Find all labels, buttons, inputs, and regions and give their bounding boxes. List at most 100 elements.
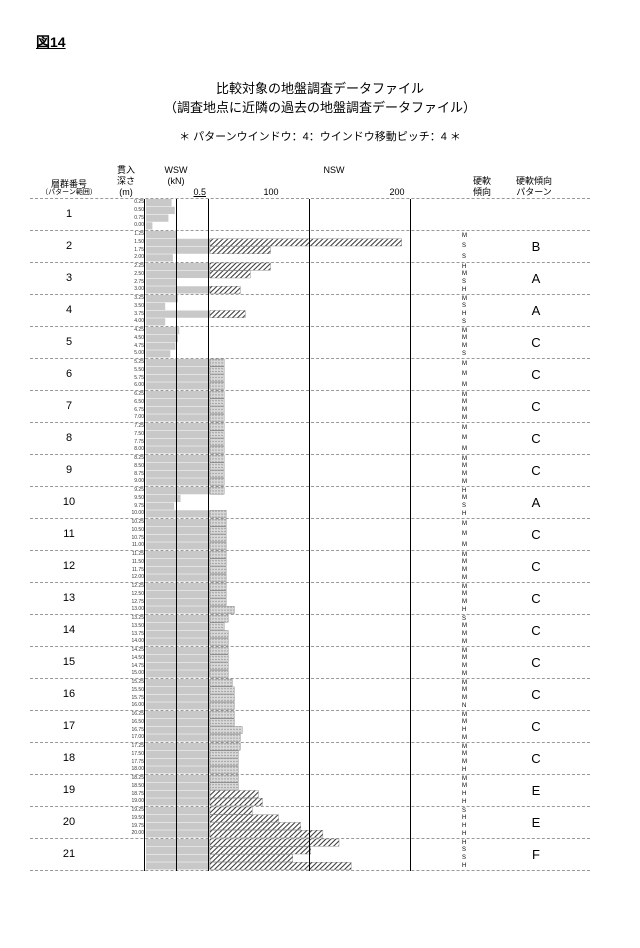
table-row: 32.252.502.753.00HMSHA xyxy=(30,263,590,295)
figure-number: 図14 xyxy=(36,32,604,52)
hdr-bars: WSW (kN) 0.5 NSW 100 200 xyxy=(144,165,460,197)
hdr-wsw-lbl: WSW xyxy=(144,165,208,176)
hdr-pattern: 硬軟傾向 パターン xyxy=(504,176,564,198)
window-note: ＊ パターンウインドウ：4：ウインドウ移動ピッチ：4 ＊ xyxy=(36,128,604,144)
pattern-cell: C xyxy=(506,743,566,774)
trend-cell: MMMH xyxy=(462,583,506,614)
hdr-group: 層群番号 （パターン範囲） xyxy=(30,179,108,198)
bars-cell xyxy=(146,423,462,454)
pattern-cell: C xyxy=(506,423,566,454)
pattern-cell: C xyxy=(506,391,566,422)
hdr-nsw-100: 100 xyxy=(263,187,278,198)
table-row: 1716.2516.5016.7517.00MMHMC xyxy=(30,711,590,743)
table-row: 1413.2513.5013.7514.00SMMMC xyxy=(30,615,590,647)
chart: 層群番号 （パターン範囲） 貫入 深さ (m) WSW (kN) 0.5 NSW… xyxy=(30,158,590,871)
group-cell: 18 xyxy=(30,743,108,774)
bars-cell xyxy=(146,807,462,838)
hdr-depth-l1: 貫入 xyxy=(108,165,144,176)
table-row: 21.251.501.752.00MSSB xyxy=(30,231,590,263)
depth-cell: 19.2519.5019.7520.00 xyxy=(108,807,146,838)
pattern-cell: C xyxy=(506,615,566,646)
depth-cell: 10.2510.5010.7511.00 xyxy=(108,519,146,550)
pattern-cell: A xyxy=(506,487,566,518)
depth-cell: 0.250.500.750.00 xyxy=(108,199,146,230)
hdr-trend-l1: 硬軟 xyxy=(460,176,504,187)
hdr-wsw-unit: (kN) xyxy=(144,176,208,187)
trend-cell: MMM xyxy=(462,519,506,550)
hdr-group-l1: 層群番号 xyxy=(30,179,108,190)
depth-cell: 14.2514.5014.7515.00 xyxy=(108,647,146,678)
table-row: 1514.2514.5014.7515.00MMMMC xyxy=(30,647,590,679)
hdr-group-l2: （パターン範囲） xyxy=(30,189,108,197)
pattern-cell: A xyxy=(506,295,566,326)
bars-cell xyxy=(146,551,462,582)
group-cell: 17 xyxy=(30,711,108,742)
table-row: 65.255.505.756.00MMMC xyxy=(30,359,590,391)
table-row: 87.257.507.758.00MMMC xyxy=(30,423,590,455)
depth-cell: 16.2516.5016.7517.00 xyxy=(108,711,146,742)
trend-cell: MMMN xyxy=(462,679,506,710)
bars-cell xyxy=(146,295,462,326)
bars-cell xyxy=(146,743,462,774)
table-row: 1615.2515.5015.7516.00MMMNC xyxy=(30,679,590,711)
hdr-nsw-200: 200 xyxy=(389,187,404,198)
trend-cell: SHHH xyxy=(462,807,506,838)
bars-cell xyxy=(146,615,462,646)
depth-cell: 1.251.501.752.00 xyxy=(108,231,146,262)
table-row: 1312.2512.5012.7513.00MMMHC xyxy=(30,583,590,615)
trend-cell: MSHS xyxy=(462,295,506,326)
bars-cell xyxy=(146,519,462,550)
title-line-1: 比較対象の地盤調査データファイル xyxy=(36,80,604,99)
hdr-pattern-l1: 硬軟傾向 xyxy=(504,176,564,187)
pattern-cell: E xyxy=(506,807,566,838)
trend-cell: MMHH xyxy=(462,775,506,806)
table-row: 98.258.508.759.00MMMMC xyxy=(30,455,590,487)
trend-cell: MMMM xyxy=(462,647,506,678)
rows-container: 10.250.500.750.0021.251.501.752.00MSSB32… xyxy=(30,198,590,871)
table-row: 21HSSHF xyxy=(30,839,590,871)
table-row: 1918.2518.5018.7519.00MMHHE xyxy=(30,775,590,807)
table-row: 1817.2517.5017.7518.00MMMHC xyxy=(30,743,590,775)
table-row: 54.254.504.755.00 MMMSC xyxy=(30,327,590,359)
group-cell: 7 xyxy=(30,391,108,422)
pattern-cell: C xyxy=(506,455,566,486)
group-cell: 2 xyxy=(30,231,108,262)
depth-cell: 4.254.504.755.00 xyxy=(108,327,146,358)
group-cell: 13 xyxy=(30,583,108,614)
pattern-cell: C xyxy=(506,551,566,582)
group-cell: 3 xyxy=(30,263,108,294)
table-row: 109.259.509.7510.00HMSHA xyxy=(30,487,590,519)
pattern-cell: C xyxy=(506,679,566,710)
header-row: 層群番号 （パターン範囲） 貫入 深さ (m) WSW (kN) 0.5 NSW… xyxy=(30,158,590,198)
depth-cell: 11.2511.5011.7512.00 xyxy=(108,551,146,582)
group-cell: 5 xyxy=(30,327,108,358)
hdr-wsw: WSW (kN) 0.5 xyxy=(144,165,208,197)
pattern-cell: A xyxy=(506,263,566,294)
bars-cell xyxy=(146,711,462,742)
group-cell: 21 xyxy=(30,839,108,870)
bars-cell xyxy=(146,583,462,614)
table-row: 43.253.503.754.00MSHSA xyxy=(30,295,590,327)
bars-cell xyxy=(146,263,462,294)
group-cell: 19 xyxy=(30,775,108,806)
bars-cell xyxy=(146,199,462,230)
trend-cell: MMMM xyxy=(462,391,506,422)
depth-cell: 6.256.506.757.00 xyxy=(108,391,146,422)
trend-cell: HMSH xyxy=(462,487,506,518)
trend-cell: MMMH xyxy=(462,743,506,774)
trend-cell: MSS xyxy=(462,231,506,262)
hdr-wsw-tick: 0.5 xyxy=(144,187,208,198)
trend-cell: MMMS xyxy=(462,327,506,358)
hdr-depth: 貫入 深さ (m) xyxy=(108,165,144,197)
trend-cell: MMMM xyxy=(462,455,506,486)
depth-cell: 5.255.505.756.00 xyxy=(108,359,146,390)
group-cell: 11 xyxy=(30,519,108,550)
table-row: 1110.2510.5010.7511.00MMMC xyxy=(30,519,590,551)
depth-cell: 8.258.508.759.00 xyxy=(108,455,146,486)
trend-cell: MMHM xyxy=(462,711,506,742)
pattern-cell: C xyxy=(506,327,566,358)
depth-cell: 2.252.502.753.00 xyxy=(108,263,146,294)
bars-cell xyxy=(146,839,462,870)
pattern-cell: F xyxy=(506,839,566,870)
trend-cell xyxy=(462,199,506,230)
